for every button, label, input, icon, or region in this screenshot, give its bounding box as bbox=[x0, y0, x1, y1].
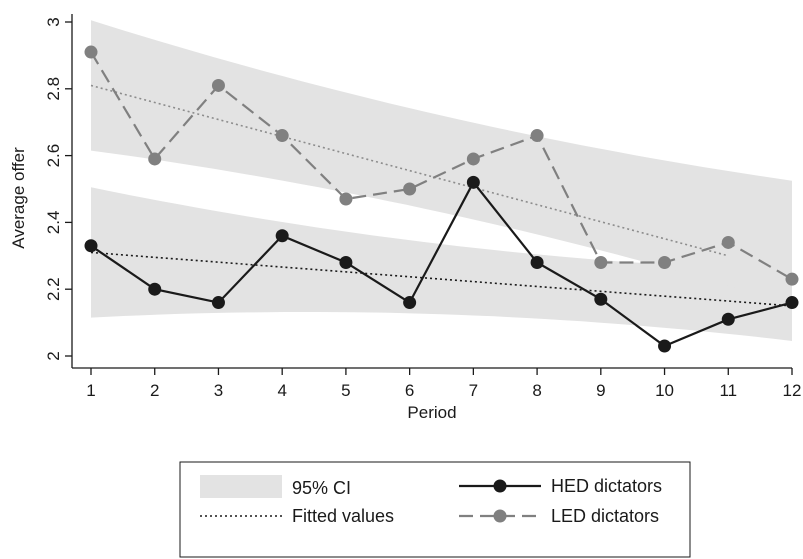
point-hed-9 bbox=[594, 293, 607, 306]
x-tick-label: 11 bbox=[719, 381, 737, 400]
ci-bands bbox=[91, 20, 792, 341]
x-ticks: 1 2 3 4 5 6 7 8 9 10 11 12 bbox=[86, 368, 801, 400]
point-hed-4 bbox=[276, 229, 289, 242]
point-hed-6 bbox=[403, 296, 416, 309]
x-tick-label: 6 bbox=[405, 381, 414, 400]
x-tick-label: 2 bbox=[150, 381, 159, 400]
x-tick-label: 10 bbox=[655, 381, 674, 400]
point-led-3 bbox=[212, 79, 225, 92]
y-tick-label: 3 bbox=[44, 17, 63, 26]
y-axis-title: Average offer bbox=[9, 147, 28, 249]
x-tick-label: 9 bbox=[596, 381, 605, 400]
x-axis-title: Period bbox=[407, 403, 456, 422]
x-tick-label: 5 bbox=[341, 381, 350, 400]
point-hed-10 bbox=[658, 339, 671, 352]
x-tick-label: 3 bbox=[214, 381, 223, 400]
point-hed-11 bbox=[722, 313, 735, 326]
legend-hed-label: HED dictators bbox=[551, 476, 662, 496]
point-hed-8 bbox=[531, 256, 544, 269]
legend-hed-marker bbox=[494, 480, 507, 493]
x-tick-label: 1 bbox=[86, 381, 95, 400]
point-led-12 bbox=[786, 273, 799, 286]
y-ticks: 2 2.2 2.4 2.6 2.8 3 bbox=[44, 17, 72, 360]
y-tick-label: 2.4 bbox=[44, 211, 63, 235]
point-led-4 bbox=[276, 129, 289, 142]
point-led-6 bbox=[403, 183, 416, 196]
y-tick-label: 2 bbox=[44, 351, 63, 360]
x-tick-label: 4 bbox=[277, 381, 286, 400]
point-led-9 bbox=[594, 256, 607, 269]
y-tick-label: 2.2 bbox=[44, 277, 63, 301]
point-hed-3 bbox=[212, 296, 225, 309]
point-hed-1 bbox=[85, 239, 98, 252]
legend-fitted-label: Fitted values bbox=[292, 506, 394, 526]
y-tick-label: 2.6 bbox=[44, 144, 63, 168]
y-tick-label: 2.8 bbox=[44, 77, 63, 101]
point-hed-5 bbox=[339, 256, 352, 269]
point-led-11 bbox=[722, 236, 735, 249]
legend: 95% CI Fitted values HED dictators LED d… bbox=[180, 462, 690, 557]
legend-ci-swatch bbox=[200, 475, 282, 498]
point-led-8 bbox=[531, 129, 544, 142]
point-led-5 bbox=[339, 193, 352, 206]
point-led-7 bbox=[467, 152, 480, 165]
point-led-10 bbox=[658, 256, 671, 269]
point-led-1 bbox=[85, 46, 98, 59]
legend-ci-label: 95% CI bbox=[292, 478, 351, 498]
point-led-2 bbox=[148, 152, 161, 165]
point-hed-12 bbox=[786, 296, 799, 309]
x-tick-label: 12 bbox=[783, 381, 802, 400]
point-hed-2 bbox=[148, 283, 161, 296]
x-tick-label: 7 bbox=[469, 381, 478, 400]
legend-led-marker bbox=[494, 510, 507, 523]
legend-led-label: LED dictators bbox=[551, 506, 659, 526]
x-tick-label: 8 bbox=[532, 381, 541, 400]
point-hed-7 bbox=[467, 176, 480, 189]
